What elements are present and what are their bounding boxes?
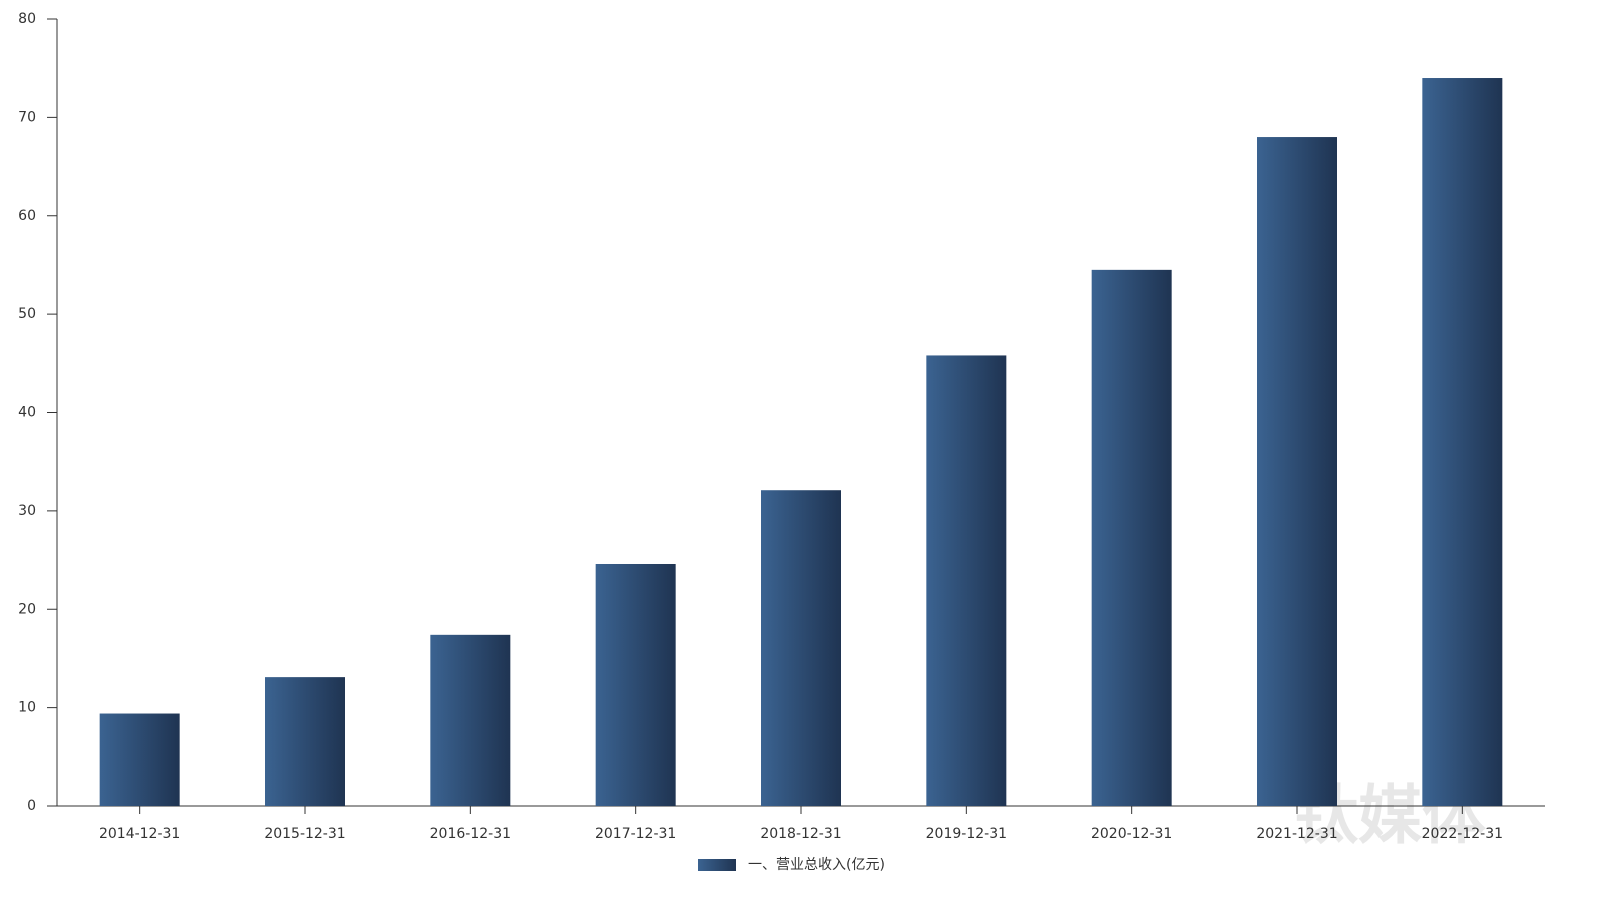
bar (595, 563, 676, 806)
bar (430, 634, 511, 806)
y-tick-label: 20 (18, 601, 36, 617)
x-tick-label: 2021-12-31 (1256, 826, 1337, 842)
bar (265, 677, 345, 806)
y-tick-label: 30 (18, 503, 36, 519)
legend-swatch (698, 859, 736, 871)
y-tick-label: 60 (18, 208, 36, 224)
bar (1257, 137, 1337, 807)
bar (1091, 269, 1172, 806)
x-tick-label: 2015-12-31 (264, 826, 345, 842)
bar (99, 713, 180, 806)
y-tick-label: 70 (18, 109, 36, 125)
x-tick-label: 2018-12-31 (760, 826, 841, 842)
bar (761, 490, 841, 806)
y-tick-label: 0 (27, 798, 36, 814)
x-tick-label: 2019-12-31 (926, 826, 1007, 842)
y-tick-label: 10 (18, 700, 36, 716)
bar (1422, 78, 1503, 806)
y-tick-label: 50 (18, 306, 36, 322)
legend-label: 一、营业总收入(亿元) (748, 857, 885, 873)
x-tick-label: 2014-12-31 (99, 826, 180, 842)
x-tick-label: 2016-12-31 (430, 826, 511, 842)
x-tick-label: 2017-12-31 (595, 826, 676, 842)
bar (926, 355, 1007, 806)
x-tick-label: 2022-12-31 (1422, 826, 1503, 842)
y-tick-label: 80 (18, 11, 36, 27)
y-tick-label: 40 (18, 405, 36, 421)
x-tick-label: 2020-12-31 (1091, 826, 1172, 842)
